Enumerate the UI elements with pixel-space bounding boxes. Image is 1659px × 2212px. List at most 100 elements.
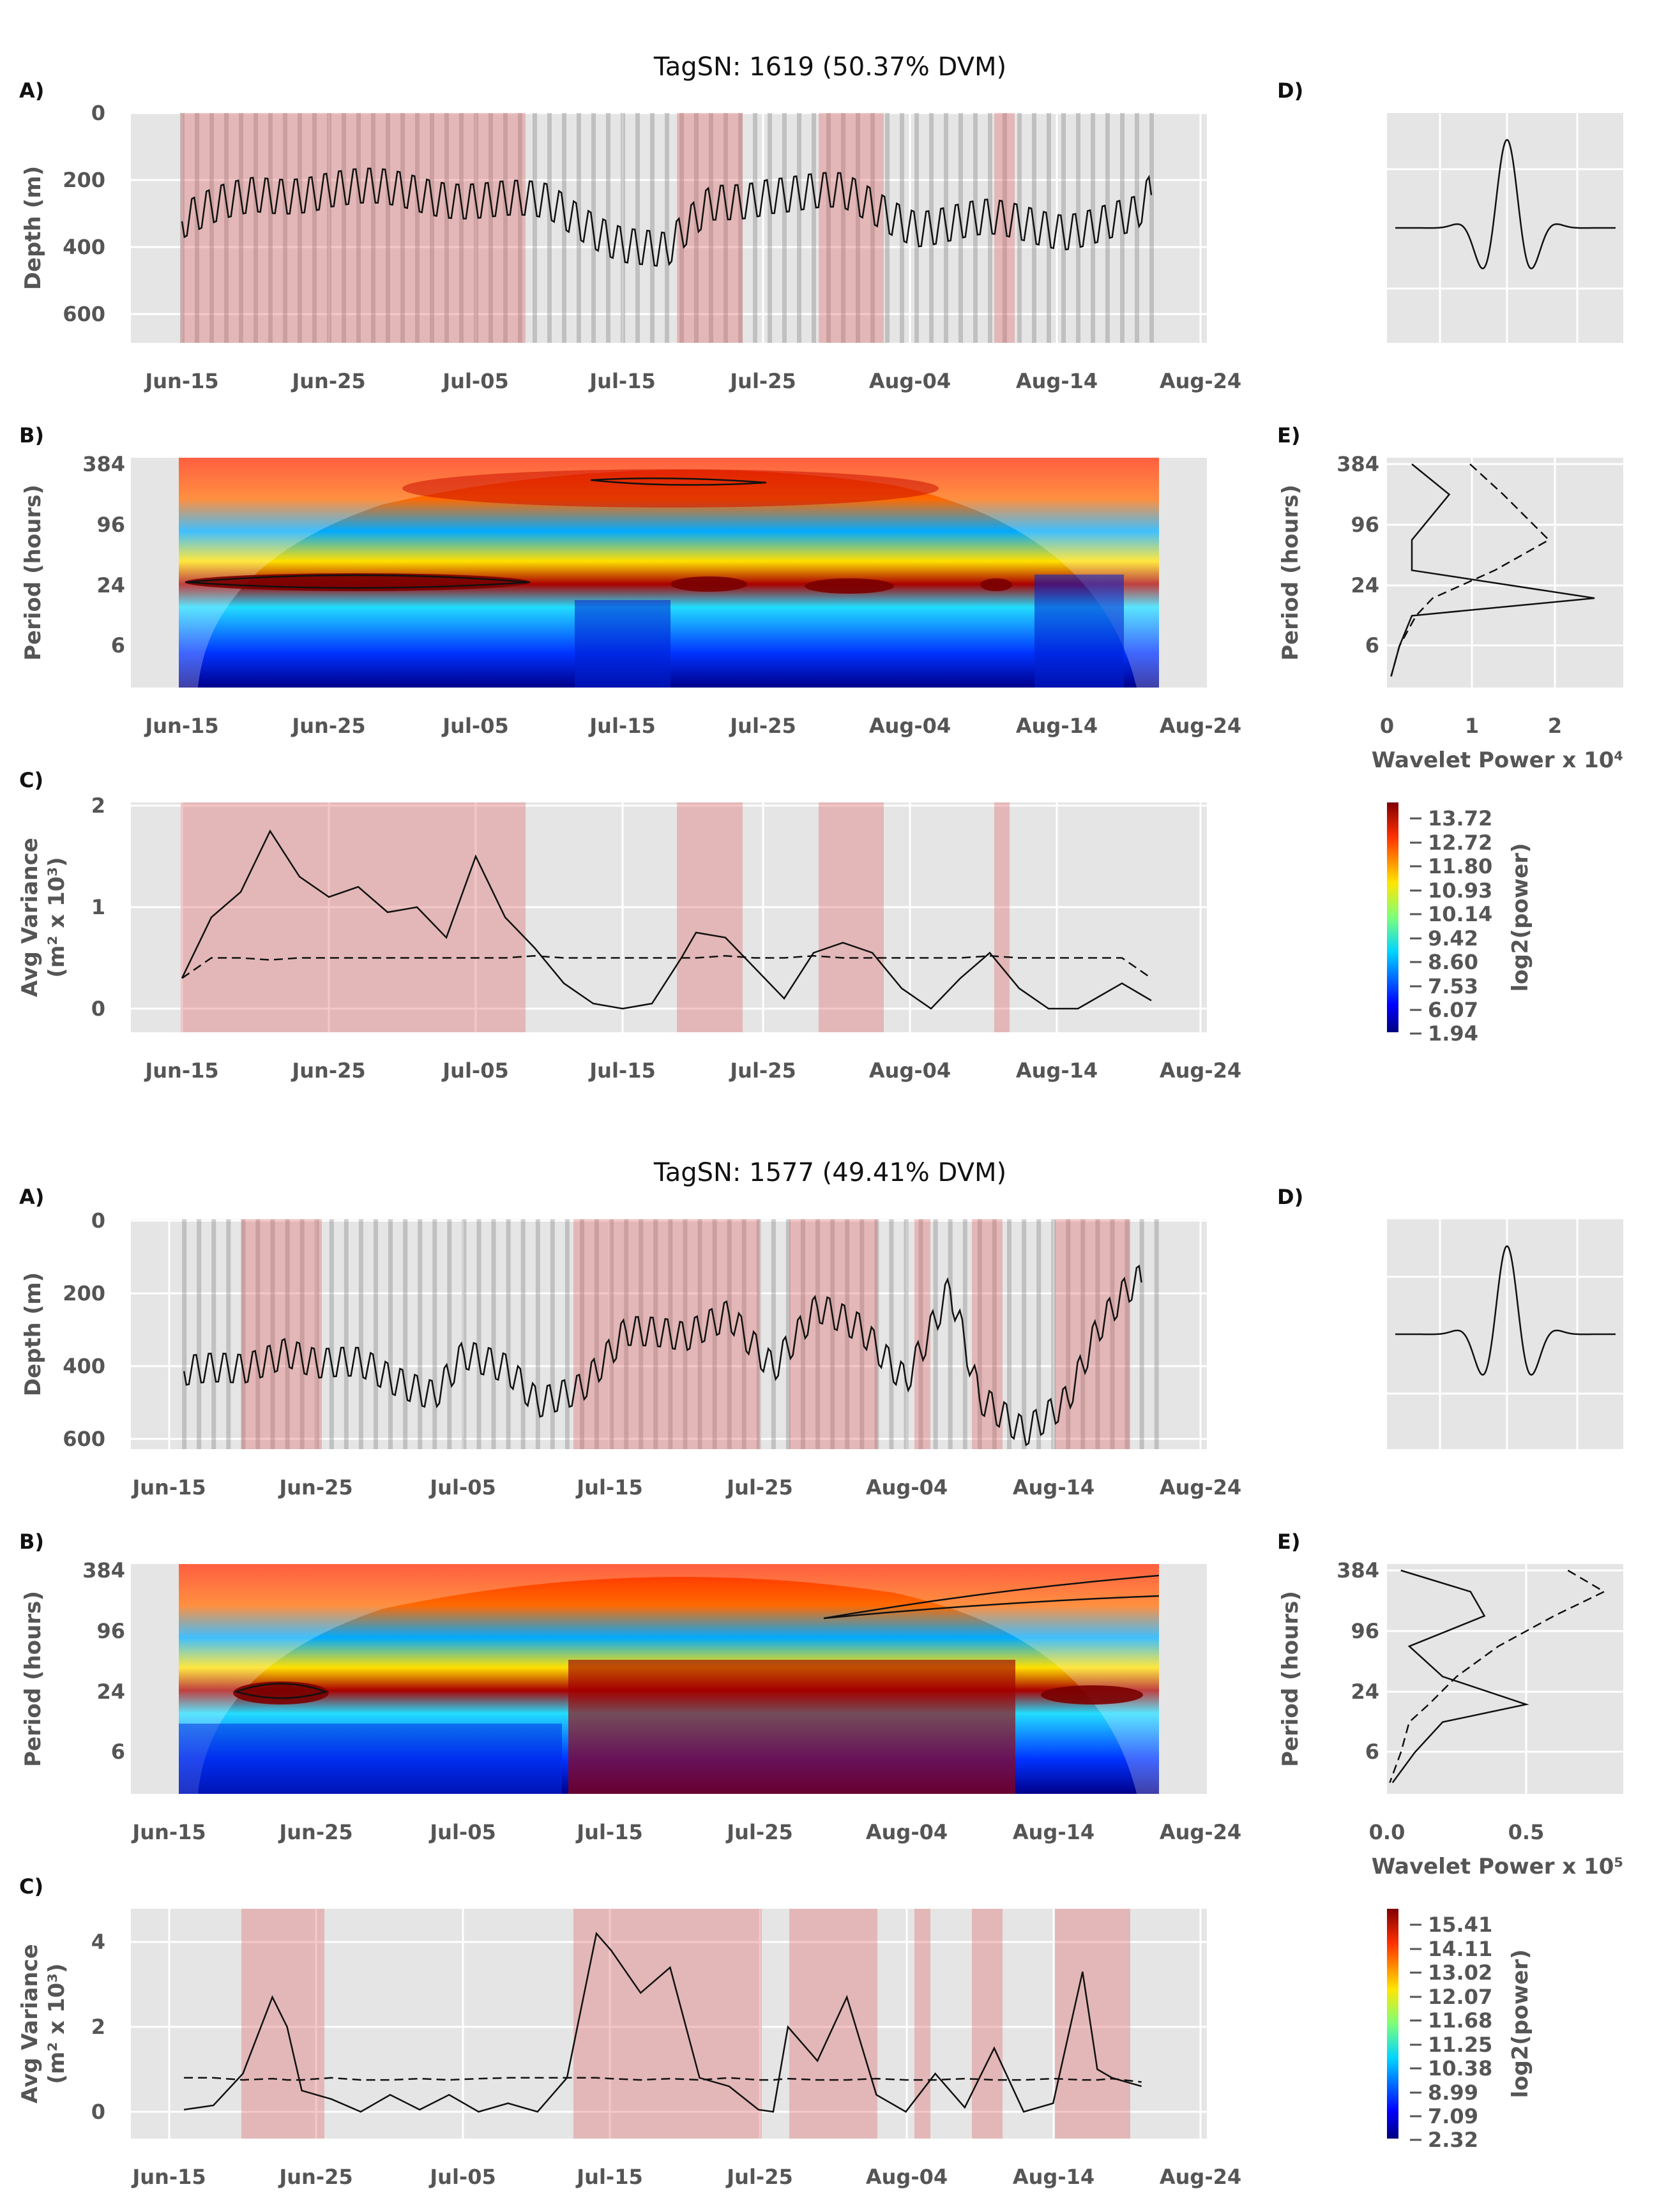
night-bar <box>386 113 390 343</box>
depth-trace <box>183 1264 1142 1447</box>
colorbar-tick-label: 10.14 <box>1428 902 1492 926</box>
dvm-period <box>677 802 743 1032</box>
x-axis: Jun-15 Jun-25 Jul-05 Jul-15 Jul-25 Aug-0… <box>131 1820 1241 1844</box>
colorbar-tick-label: 9.42 <box>1428 926 1478 951</box>
colorbar-tick-label: 12.72 <box>1428 831 1492 855</box>
dvm-periods <box>181 802 1010 1032</box>
x-axis-label: Wavelet Power x 10⁵ <box>1372 1854 1624 1879</box>
night-bar <box>1061 113 1066 343</box>
x-tick-label: Aug-04 <box>869 714 951 738</box>
global-wavelet-power-line <box>1390 463 1595 677</box>
y-axis-label: Period (hours) <box>1278 485 1303 661</box>
night-bar <box>503 113 508 343</box>
night-bar <box>977 1219 982 1449</box>
dvm-period <box>181 802 526 1032</box>
x-tick-label: Aug-04 <box>866 1475 948 1500</box>
colorbar-tick-label: 7.09 <box>1428 2104 1478 2128</box>
heatmap-blob <box>233 1682 329 1704</box>
night-bar <box>462 1219 467 1449</box>
night-bar <box>239 113 243 343</box>
x-axis: Jun-15 Jun-25 Jul-05 Jul-15 Jul-25 Aug-0… <box>131 1475 1241 1500</box>
night-bar <box>312 113 317 343</box>
colorbar-tick-label: 13.02 <box>1428 1960 1492 1985</box>
night-bar <box>415 113 420 343</box>
x-tick-label: Aug-24 <box>1160 1058 1241 1083</box>
night-bar <box>1066 1219 1071 1449</box>
dvm-period <box>789 1219 877 1449</box>
night-bar <box>1036 1219 1042 1449</box>
x-tick-label: 2 <box>1548 714 1562 738</box>
dvm-period <box>573 1909 762 2139</box>
y-tick-label: 24 <box>96 1680 125 1704</box>
night-bar <box>988 113 992 343</box>
y-axis-label: Avg Variance <box>17 1944 43 2103</box>
significance-line <box>184 2077 1142 2083</box>
y-axis-period: Period (hours) 384 96 24 6 <box>1278 1558 1379 1767</box>
depth-trace <box>181 167 1153 267</box>
x-tick-label: Aug-24 <box>1160 1820 1241 1844</box>
panel-label-c: C) <box>19 1874 43 1899</box>
x-tick-label: 0 <box>1380 714 1394 738</box>
night-bar <box>856 113 860 343</box>
colorbar-tick-label: 15.41 <box>1428 1913 1492 1937</box>
x-tick-label: 1 <box>1465 714 1479 738</box>
night-bar <box>285 1219 290 1449</box>
panel-label-c: C) <box>19 768 43 792</box>
x-tick-label: Jul-25 <box>729 714 796 738</box>
colorbar-tick-label: 11.68 <box>1428 2008 1492 2033</box>
night-bar <box>195 113 199 343</box>
night-bar <box>329 1219 334 1449</box>
y-axis-label: Avg Variance <box>17 838 43 997</box>
y-tick-label: 96 <box>1351 1619 1379 1643</box>
night-bar <box>459 113 464 343</box>
night-bar <box>1022 1219 1027 1449</box>
night-bar <box>1125 1219 1130 1449</box>
y-axis-period: Period (hours) 384 96 24 6 <box>20 1558 125 1767</box>
night-bar <box>801 1219 805 1449</box>
panel-a-background <box>131 113 1207 343</box>
y-axis-variance: Avg Variance (m² x 10³) 4 2 0 <box>17 1930 105 2124</box>
night-bar <box>753 113 757 343</box>
colorbar-tick-label: 7.53 <box>1428 974 1478 998</box>
y-tick-label: 24 <box>1351 573 1379 598</box>
colorbar-gradient <box>1387 802 1398 1032</box>
night-bar <box>1080 1219 1086 1449</box>
x-tick-label: Aug-24 <box>1160 2165 1241 2189</box>
y-axis-label-unit: (m² x 10³) <box>44 1963 70 2084</box>
colorbar-tick-label: 6.07 <box>1428 998 1478 1022</box>
y-tick-label: 200 <box>63 168 105 192</box>
night-bar <box>476 1219 481 1449</box>
night-bar <box>430 113 434 343</box>
colorbar-tick-label: 1.94 <box>1428 1021 1478 1046</box>
night-bar <box>388 1219 393 1449</box>
dvm-periods <box>241 1909 1130 2139</box>
x-tick-label: Jul-25 <box>729 369 796 393</box>
avg-variance-line <box>183 1931 1142 2113</box>
night-bar <box>371 113 375 343</box>
heatmap-blob <box>179 1724 562 1794</box>
y-tick-label: 96 <box>96 1619 125 1643</box>
x-tick-label: Jun-25 <box>278 1475 352 1500</box>
night-bar <box>885 113 890 343</box>
heatmap-blob <box>568 1660 1015 1794</box>
night-bar <box>211 1219 216 1449</box>
dvm-period <box>819 113 884 343</box>
cone-of-influence <box>179 458 1159 688</box>
y-tick-label: 0 <box>91 101 105 125</box>
x-tick-label: Jun-25 <box>278 1820 352 1844</box>
heatmap-blob <box>670 576 747 592</box>
wavelet-heatmap <box>179 1564 1160 1794</box>
panel-label-e: E) <box>1277 423 1300 448</box>
x-tick-label: Jul-05 <box>441 714 508 738</box>
morlet-wavelet <box>1395 139 1616 269</box>
y-tick-label: 6 <box>111 633 125 658</box>
night-bar <box>785 1219 791 1449</box>
x-tick-label: Jun-15 <box>144 1058 218 1083</box>
night-bar <box>1007 1219 1011 1449</box>
x-tick-label: Jul-15 <box>588 714 655 738</box>
night-bar <box>580 1219 584 1449</box>
figure-title: TagSN: 1577 (49.41% DVM) <box>653 1158 1006 1187</box>
x-tick-label: Aug-14 <box>1016 369 1098 393</box>
night-bar <box>870 113 875 343</box>
x-tick-label: Jun-15 <box>131 1820 206 1844</box>
